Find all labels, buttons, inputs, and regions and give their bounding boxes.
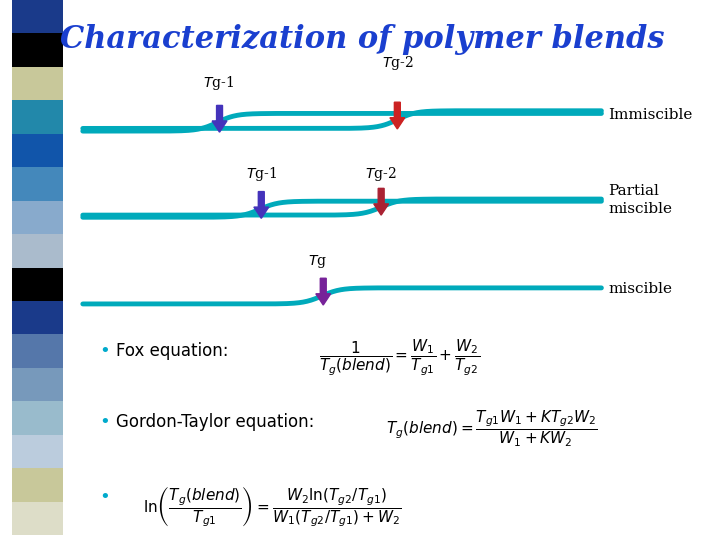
Text: Gordon-Taylor equation:: Gordon-Taylor equation:: [117, 413, 315, 431]
FancyBboxPatch shape: [12, 67, 63, 100]
Polygon shape: [390, 102, 405, 129]
FancyBboxPatch shape: [12, 100, 63, 134]
FancyBboxPatch shape: [12, 401, 63, 435]
FancyBboxPatch shape: [12, 134, 63, 167]
Text: Characterization of polymer blends: Characterization of polymer blends: [60, 24, 665, 55]
Text: $\dfrac{1}{T_g(blend)} = \dfrac{W_1}{T_{g1}} + \dfrac{W_2}{T_{g2}}$: $\dfrac{1}{T_g(blend)} = \dfrac{W_1}{T_{…: [318, 338, 480, 378]
FancyBboxPatch shape: [12, 301, 63, 334]
Text: Immiscible: Immiscible: [608, 107, 693, 122]
Text: $\it{T}$g-1: $\it{T}$g-1: [203, 74, 234, 92]
Polygon shape: [316, 278, 330, 305]
FancyBboxPatch shape: [12, 267, 63, 301]
FancyBboxPatch shape: [12, 0, 63, 33]
FancyBboxPatch shape: [12, 435, 63, 468]
Text: Fox equation:: Fox equation:: [117, 342, 229, 361]
FancyBboxPatch shape: [12, 33, 63, 67]
FancyBboxPatch shape: [12, 334, 63, 368]
Text: •: •: [99, 488, 110, 506]
Polygon shape: [212, 105, 227, 132]
Text: $\it{T}$g-1: $\it{T}$g-1: [246, 165, 276, 183]
FancyBboxPatch shape: [12, 368, 63, 401]
Polygon shape: [374, 188, 389, 215]
Text: Partial
miscible: Partial miscible: [608, 184, 672, 217]
FancyBboxPatch shape: [12, 201, 63, 234]
FancyBboxPatch shape: [12, 502, 63, 535]
Text: miscible: miscible: [608, 282, 672, 296]
Text: $\ln\!\left(\dfrac{T_g(blend)}{T_{g1}}\right)= \dfrac{W_2\ln(T_{g2}/T_{g1})}{W_1: $\ln\!\left(\dfrac{T_g(blend)}{T_{g1}}\r…: [143, 484, 402, 529]
FancyBboxPatch shape: [12, 234, 63, 267]
FancyBboxPatch shape: [12, 468, 63, 502]
Text: $T_g(blend) = \dfrac{T_{g1}W_1 + KT_{g2}W_2}{W_1 + KW_2}$: $T_g(blend) = \dfrac{T_{g1}W_1 + KT_{g2}…: [386, 409, 598, 449]
Text: $\it{T}$g-2: $\it{T}$g-2: [382, 53, 413, 72]
Text: $\it{T}$g-2: $\it{T}$g-2: [365, 165, 397, 183]
Text: $\it{T}$g: $\it{T}$g: [308, 253, 328, 269]
Polygon shape: [254, 192, 269, 218]
Text: •: •: [99, 413, 110, 431]
FancyBboxPatch shape: [12, 167, 63, 201]
Text: •: •: [99, 342, 110, 361]
